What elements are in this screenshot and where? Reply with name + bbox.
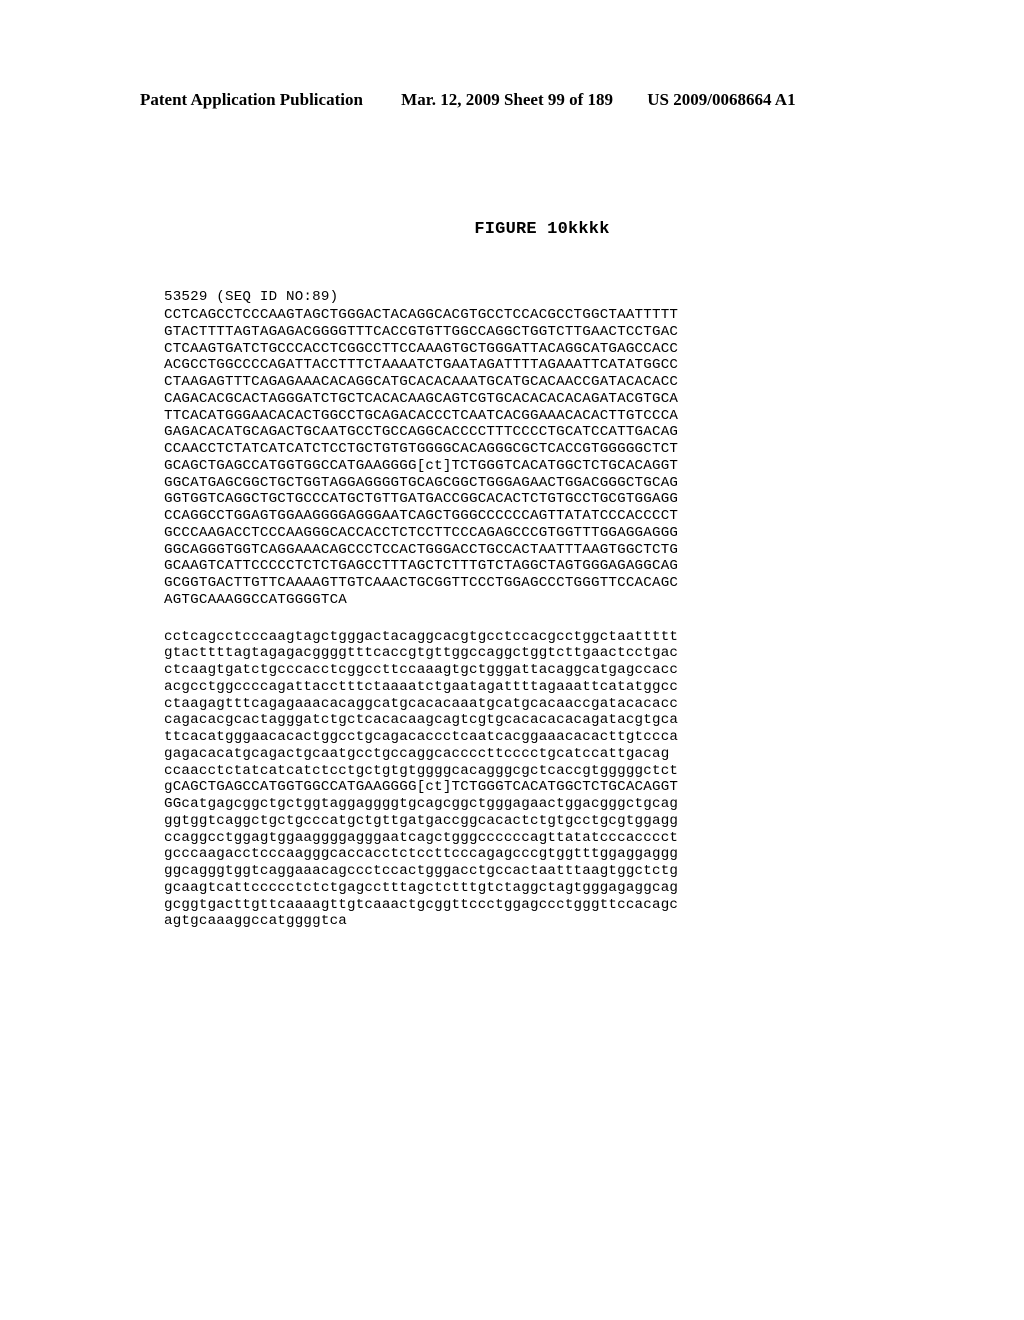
sequence-block-lower: cctcagcctcccaagtagctgggactacaggcacgtgcct… <box>164 629 944 931</box>
sequence-id-label: 53529 (SEQ ID NO:89) <box>164 289 944 305</box>
publication-header: Patent Application Publication Mar. 12, … <box>140 90 944 110</box>
sequence-gap <box>140 609 944 629</box>
header-left: Patent Application Publication <box>140 90 363 109</box>
page: Patent Application Publication Mar. 12, … <box>0 0 1024 990</box>
header-right: US 2009/0068664 A1 <box>647 90 795 109</box>
header-mid: Mar. 12, 2009 Sheet 99 of 189 <box>401 90 613 109</box>
figure-title: FIGURE 10kkkk <box>140 220 944 239</box>
sequence-block-upper: CCTCAGCCTCCCAAGTAGCTGGGACTACAGGCACGTGCCT… <box>164 307 944 609</box>
